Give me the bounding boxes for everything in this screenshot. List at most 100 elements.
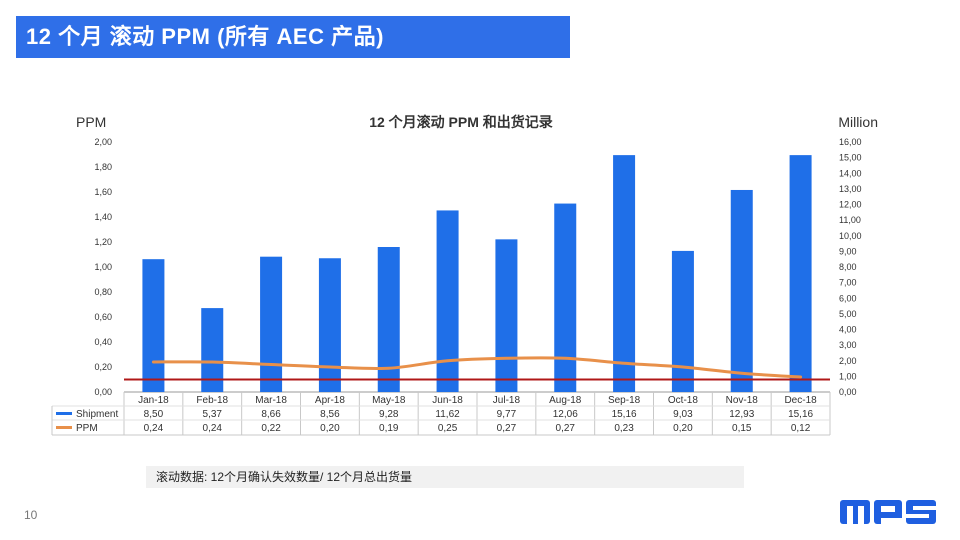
- ppm-line: [151, 356, 803, 379]
- x-category-label: Jul-18: [493, 395, 521, 406]
- logo-letter-m-gap: [858, 506, 864, 524]
- data-table: Jan-18 8,50 0,24 Feb-18 5,37 0,24 Mar-18 8,66 0,…: [51, 392, 831, 436]
- shipment-bar: [730, 189, 753, 392]
- y-left-tick-label: 1,80: [94, 162, 112, 172]
- shipment-bar: [495, 239, 518, 392]
- chart-title: 12 个月滚动 PPM 和出货记录: [369, 114, 553, 130]
- slide-title: 12 个月 滚动 PPM (所有 AEC 产品): [16, 16, 570, 58]
- logo-letter-p-gap: [881, 506, 895, 512]
- shipment-data-label: 11,62: [435, 409, 460, 420]
- logo-letter-s: [906, 500, 936, 524]
- x-category-label: Feb-18: [196, 395, 228, 406]
- y-right-tick-label: 13,00: [839, 184, 862, 194]
- x-category-label: Sep-18: [608, 395, 641, 406]
- x-category-label: Oct-18: [668, 395, 698, 406]
- shipment-bar: [671, 250, 694, 392]
- y-right-tick-label: 8,00: [839, 262, 857, 272]
- y-right-tick-label: 0,00: [839, 387, 857, 397]
- ppm-data-label: 0,12: [791, 423, 811, 434]
- y-right-tick-label: 12,00: [839, 200, 862, 210]
- y-left-tick-label: 0,20: [94, 362, 112, 372]
- shipment-bar: [554, 203, 577, 392]
- y-left-tick-label: 1,60: [94, 187, 112, 197]
- y-left-tick-label: 2,00: [94, 137, 112, 147]
- chart-labels: 12 个月滚动 PPM 和出货记录 PPM Million 0,00 0,20 0,40 0…: [76, 114, 878, 397]
- logo-letter-s-gap: [913, 506, 936, 510]
- ppm-legend-label: PPM: [76, 423, 98, 434]
- y-right-tick-label: 6,00: [839, 293, 857, 303]
- shipment-bar: [142, 259, 165, 392]
- shipment-bar: [318, 258, 341, 392]
- y-right-tick-label: 10,00: [839, 231, 862, 241]
- shipment-data-label: 12,93: [729, 409, 754, 420]
- x-category-label: Aug-18: [549, 395, 582, 406]
- shipment-bar: [789, 155, 812, 392]
- shipment-data-label: 15,16: [788, 409, 813, 420]
- shipment-data-label: 8,66: [261, 409, 281, 420]
- shipment-data-label: 9,77: [497, 409, 517, 420]
- logo-letter-s-gap: [906, 514, 929, 518]
- shipment-legend-swatch: [56, 412, 72, 415]
- shipment-data-label: 9,28: [379, 409, 399, 420]
- ppm-data-label: 0,25: [438, 423, 458, 434]
- x-category-label: Mar-18: [255, 395, 287, 406]
- ppm-legend-swatch: [56, 426, 72, 429]
- y-right-tick-label: 5,00: [839, 309, 857, 319]
- logo-letter-m-gap: [847, 506, 853, 524]
- shipment-data-label: 8,50: [144, 409, 164, 420]
- ppm-line-layer: [124, 356, 830, 381]
- ppm-data-label: 0,27: [556, 423, 576, 434]
- mps-logo-mark: [840, 500, 936, 524]
- shipment-bars: [142, 155, 812, 392]
- y-right-tick-label: 1,00: [839, 371, 857, 381]
- shipment-bar: [377, 247, 400, 392]
- shipment-bar: [201, 308, 224, 392]
- y-left-tick-label: 0,00: [94, 387, 112, 397]
- y-left-tick-label: 1,00: [94, 262, 112, 272]
- shipment-data-label: 12,06: [553, 409, 578, 420]
- y-right-tick-label: 15,00: [839, 153, 862, 163]
- shipment-data-label: 15,16: [612, 409, 637, 420]
- formula-note: 滚动数据: 12个月确认失效数量/ 12个月总出货量: [146, 466, 744, 488]
- ppm-data-label: 0,23: [614, 423, 634, 434]
- x-category-label: Nov-18: [726, 395, 759, 406]
- y-right-axis-label: Million: [838, 114, 878, 130]
- ppm-data-label: 0,19: [379, 423, 399, 434]
- y-right-tick-label: 9,00: [839, 246, 857, 256]
- x-category-label: Jan-18: [138, 395, 169, 406]
- shipment-data-label: 5,37: [203, 409, 223, 420]
- ppm-data-label: 0,27: [497, 423, 517, 434]
- y-left-tick-label: 0,60: [94, 312, 112, 322]
- ppm-data-label: 0,15: [732, 423, 752, 434]
- y-right-tick-label: 3,00: [839, 340, 857, 350]
- shipment-data-label: 8,56: [320, 409, 340, 420]
- x-category-label: Apr-18: [315, 395, 345, 406]
- y-left-tick-label: 0,80: [94, 287, 112, 297]
- y-left-tick-label: 1,20: [94, 237, 112, 247]
- mps-logo: [840, 500, 936, 524]
- ppm-data-label: 0,20: [673, 423, 693, 434]
- x-category-label: Jun-18: [432, 395, 463, 406]
- y-left-axis-label: PPM: [76, 114, 106, 130]
- shipment-bar: [613, 155, 636, 392]
- ppm-data-label: 0,20: [320, 423, 340, 434]
- shipment-data-label: 9,03: [673, 409, 693, 420]
- x-category-label: Dec-18: [784, 395, 817, 406]
- y-right-tick-label: 2,00: [839, 356, 857, 366]
- logo-letter-p-gap: [881, 518, 902, 524]
- y-left-tick-label: 0,40: [94, 337, 112, 347]
- y-right-tick-label: 7,00: [839, 278, 857, 288]
- shipment-bar: [260, 256, 283, 392]
- logo-letter-m: [840, 500, 870, 524]
- y-right-tick-label: 4,00: [839, 325, 857, 335]
- y-left-tick-label: 1,40: [94, 212, 112, 222]
- ppm-data-label: 0,24: [203, 423, 223, 434]
- y-right-tick-label: 16,00: [839, 137, 862, 147]
- shipment-legend-label: Shipment: [76, 409, 118, 420]
- page-number: 10: [24, 508, 38, 522]
- ppm-data-label: 0,24: [144, 423, 164, 434]
- shipment-bar: [436, 210, 459, 392]
- y-right-tick-label: 14,00: [839, 168, 862, 178]
- ppm-data-label: 0,22: [261, 423, 281, 434]
